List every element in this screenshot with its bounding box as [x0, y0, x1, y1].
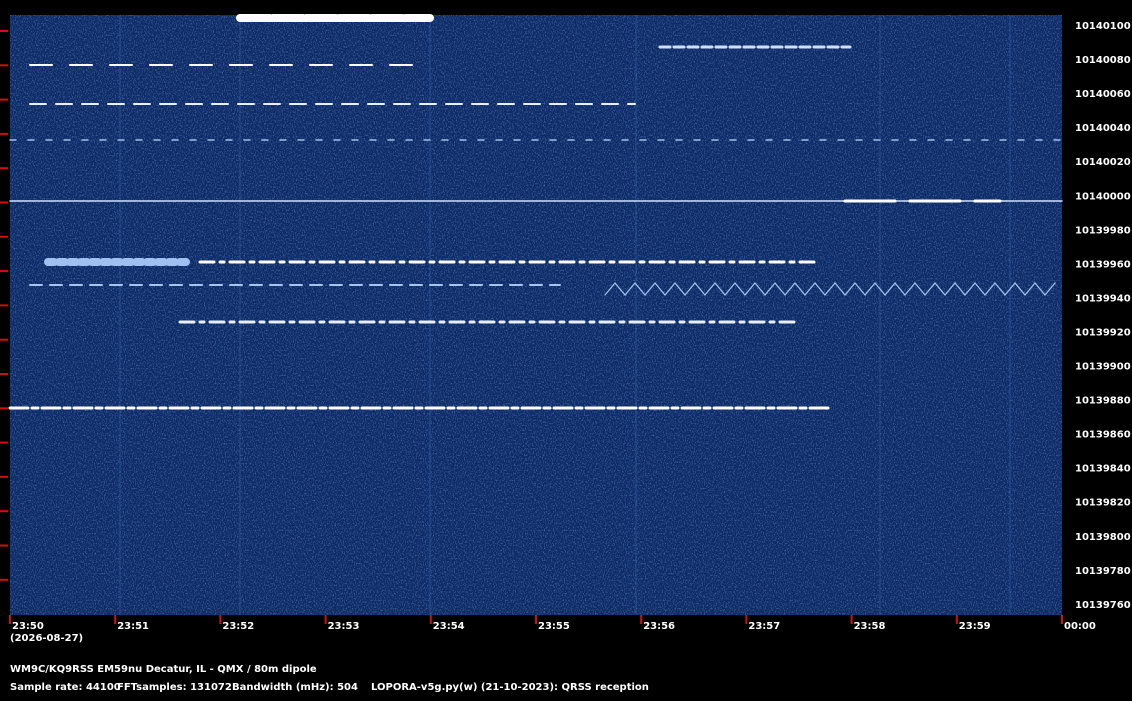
station-info: WM9C/KQ9RSS EM59nu Decatur, IL - QMX / 8…	[10, 664, 317, 675]
frequency-label: 10139800	[1075, 532, 1131, 543]
axes: 10140100 10140080 10140060 10140040 10140020…	[0, 21, 1131, 693]
frequency-label: 10140080	[1075, 55, 1131, 66]
frequency-label: 10139780	[1075, 566, 1131, 577]
frequency-label: 10139840	[1075, 464, 1131, 475]
time-label: 23:51	[117, 621, 149, 632]
date-label: (2026-08-27)	[10, 633, 83, 644]
frequency-label: 10139860	[1075, 430, 1131, 441]
frequency-label: 10139980	[1075, 225, 1131, 236]
time-label: 23:54	[433, 621, 465, 632]
time-label: 23:52	[222, 621, 254, 632]
signal-traces	[8, 14, 1063, 410]
time-label: 23:57	[748, 621, 780, 632]
frequency-label: 10140040	[1075, 123, 1131, 134]
software-info: LOPORA-v5g.py(w) (21-10-2023): QRSS rece…	[371, 682, 649, 693]
frequency-label: 10140060	[1075, 89, 1131, 100]
frequency-label: 10139760	[1075, 600, 1131, 611]
frequency-label: 10139900	[1075, 362, 1131, 373]
vertical-streaks	[119, 15, 1011, 615]
frequency-label: 10140000	[1075, 191, 1131, 202]
frequency-label: 10139820	[1075, 498, 1131, 509]
frequency-label: 10139880	[1075, 396, 1131, 407]
waterfall-noise	[10, 15, 1062, 615]
time-label: 00:00	[1064, 621, 1096, 632]
bandwidth: Bandwidth (mHz): 504	[232, 682, 358, 693]
time-label: 23:50	[12, 621, 44, 632]
frequency-label: 10140100	[1075, 21, 1131, 32]
time-label: 23:53	[328, 621, 360, 632]
frequency-label: 10139920	[1075, 327, 1131, 338]
waterfall	[8, 14, 1063, 615]
time-label: 23:55	[538, 621, 570, 632]
frequency-label: 10140020	[1075, 157, 1131, 168]
frequency-label: 10139940	[1075, 293, 1131, 304]
time-label: 23:56	[643, 621, 675, 632]
time-label: 23:58	[854, 621, 886, 632]
fft-samples: FFTsamples: 131072	[117, 682, 232, 693]
frequency-label: 10139960	[1075, 259, 1131, 270]
sample-rate: Sample rate: 44100	[10, 682, 121, 693]
time-label: 23:59	[959, 621, 991, 632]
